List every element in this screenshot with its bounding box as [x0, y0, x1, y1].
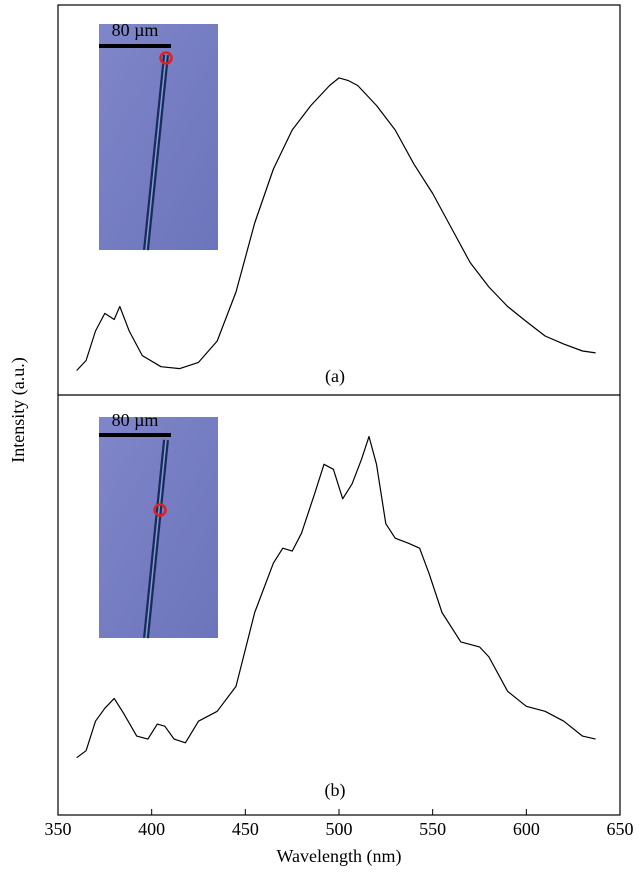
x-tick-label: 650	[607, 819, 634, 839]
fiber-core	[145, 439, 167, 639]
fiber-core	[145, 54, 167, 251]
spot-marker	[159, 51, 173, 65]
x-tick-label: 450	[232, 819, 259, 839]
x-axis-label: Wavelength (nm)	[276, 846, 401, 867]
spectrum-line	[76, 435, 596, 759]
spot-marker	[153, 503, 167, 517]
scale-label: 80 µm	[112, 410, 159, 430]
y-axis-label: Intensity (a.u.)	[8, 357, 29, 462]
panel-label: (a)	[325, 366, 345, 387]
x-tick-label: 350	[45, 819, 72, 839]
scale-label: 80 µm	[112, 20, 159, 40]
panel-label: (b)	[325, 780, 346, 801]
x-tick-label: 500	[326, 819, 353, 839]
x-tick-label: 550	[419, 819, 446, 839]
inset-a	[99, 24, 218, 251]
x-tick-label: 400	[138, 819, 165, 839]
spectrum-line	[76, 77, 596, 371]
inset-b	[99, 417, 218, 639]
x-tick-label: 600	[513, 819, 540, 839]
